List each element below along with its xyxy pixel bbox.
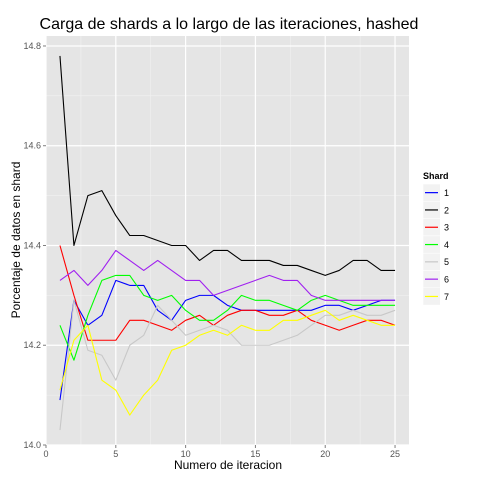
legend-label-7: 7	[444, 292, 449, 302]
y-tick-label: 14.2	[23, 340, 41, 350]
x-axis: 0 5 10 15 20 25	[43, 445, 400, 459]
legend-label-1: 1	[444, 188, 449, 198]
series-line-2	[59, 55, 396, 276]
y-axis-title: Porcentaje de datos en shard	[9, 162, 23, 319]
y-axis: 14.0 14.2 14.4 14.6 14.8	[23, 41, 46, 450]
series-line-5	[59, 299, 396, 431]
y-tick-label: 14.6	[23, 141, 41, 151]
legend-items: 1 2 3 4 5 6 7	[422, 183, 449, 306]
legend-label-2: 2	[444, 205, 449, 215]
y-tick-label: 14.8	[23, 41, 41, 51]
legend-label-3: 3	[444, 223, 449, 233]
series-line-6	[59, 249, 396, 301]
x-tick-label: 10	[181, 449, 191, 459]
x-tick-label: 5	[113, 449, 118, 459]
y-tick-label: 14.0	[23, 440, 41, 450]
grid-major	[45, 36, 409, 446]
series-line-1	[59, 279, 396, 401]
x-tick-label: 25	[390, 449, 400, 459]
x-tick-label: 15	[250, 449, 260, 459]
x-axis-title: Numero de iteracion	[174, 458, 282, 472]
grid-minor	[46, 36, 409, 445]
legend-label-4: 4	[444, 240, 449, 250]
legend: Shard 1 2 3 4 5 6 7	[422, 171, 449, 306]
x-tick-label: 0	[43, 449, 48, 459]
series-lines	[59, 55, 396, 431]
plot-background	[46, 36, 409, 445]
chart-title: Carga de shards a lo largo de las iterac…	[40, 16, 419, 33]
legend-title: Shard	[423, 171, 449, 181]
y-tick-label: 14.4	[23, 240, 41, 250]
legend-label-5: 5	[444, 257, 449, 267]
series-line-3	[59, 245, 396, 341]
x-tick-label: 20	[320, 449, 330, 459]
legend-label-6: 6	[444, 275, 449, 285]
series-line-7	[59, 309, 396, 416]
